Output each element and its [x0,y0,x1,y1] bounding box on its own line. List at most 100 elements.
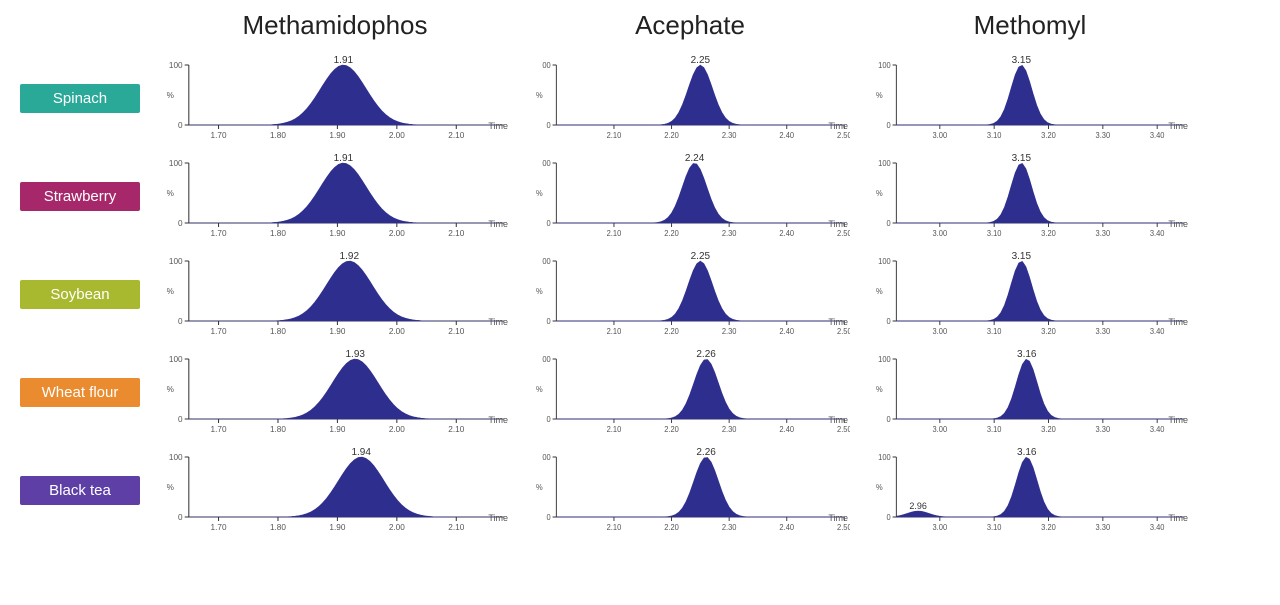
svg-text:1.80: 1.80 [270,523,287,532]
chromatogram-panel: 000%2.102.202.302.402.502.26Time [530,347,850,437]
chromatogram-panel: 0100%3.003.103.203.303.403.16Time [870,347,1190,437]
svg-text:3.00: 3.00 [933,131,948,140]
svg-text:1.70: 1.70 [211,425,228,434]
svg-text:2.40: 2.40 [779,425,794,434]
chromatogram-panel: 0100%1.701.801.902.002.101.94Time [160,445,510,535]
svg-text:00: 00 [542,257,550,266]
x-axis-title: Time [828,415,848,425]
svg-text:2.10: 2.10 [607,131,622,140]
svg-text:1.80: 1.80 [270,327,287,336]
svg-text:%: % [536,91,543,100]
svg-text:3.10: 3.10 [987,131,1002,140]
svg-text:0: 0 [178,317,183,326]
chromatogram-panel: 0100%1.701.801.902.002.101.91Time [160,151,510,241]
svg-text:3.20: 3.20 [1041,131,1056,140]
svg-text:3.10: 3.10 [987,327,1002,336]
svg-text:0: 0 [178,415,183,424]
svg-text:%: % [536,385,543,394]
svg-text:%: % [876,483,883,492]
x-axis-title: Time [828,317,848,327]
chromatogram-panel: 000%2.102.202.302.402.502.25Time [530,53,850,143]
svg-text:3.00: 3.00 [933,229,948,238]
svg-text:%: % [876,91,883,100]
chromatogram-panel: 000%2.102.202.302.402.502.24Time [530,151,850,241]
svg-text:%: % [536,287,543,296]
chromatogram-panel: 0100%1.701.801.902.002.101.93Time [160,347,510,437]
svg-text:3.00: 3.00 [933,523,948,532]
svg-text:2.30: 2.30 [722,523,737,532]
row-label: Wheat flour [20,378,140,407]
svg-text:3.30: 3.30 [1096,425,1111,434]
svg-text:%: % [167,483,174,492]
svg-text:2.00: 2.00 [389,131,406,140]
svg-text:2.30: 2.30 [722,131,737,140]
row-label: Spinach [20,84,140,113]
svg-text:0: 0 [547,317,551,326]
peak-rt-label: 2.24 [685,153,704,164]
svg-text:2.10: 2.10 [448,229,465,238]
x-axis-title: Time [1168,219,1188,229]
peak-rt-label: 1.91 [334,153,353,164]
svg-text:%: % [876,287,883,296]
svg-text:100: 100 [878,159,891,168]
svg-text:2.00: 2.00 [389,327,406,336]
x-axis-title: Time [828,513,848,523]
svg-text:2.50: 2.50 [837,523,850,532]
svg-text:3.40: 3.40 [1150,229,1165,238]
svg-text:3.20: 3.20 [1041,425,1056,434]
svg-text:2.40: 2.40 [779,523,794,532]
svg-text:%: % [876,189,883,198]
svg-text:00: 00 [542,453,550,462]
svg-text:2.10: 2.10 [607,327,622,336]
svg-text:%: % [536,483,543,492]
svg-text:100: 100 [169,453,183,462]
svg-text:100: 100 [169,61,183,70]
svg-text:2.30: 2.30 [722,327,737,336]
chromatogram-panel: 000%2.102.202.302.402.502.25Time [530,249,850,339]
peak-rt-label: 3.16 [1017,349,1036,360]
peak-rt-label: 3.15 [1012,251,1031,262]
svg-text:2.10: 2.10 [448,425,465,434]
row-label: Strawberry [20,182,140,211]
svg-text:2.30: 2.30 [722,229,737,238]
row-label: Black tea [20,476,140,505]
svg-text:%: % [167,189,174,198]
svg-text:2.50: 2.50 [837,327,850,336]
svg-text:%: % [876,385,883,394]
x-axis-title: Time [1168,415,1188,425]
peak-rt-label: 1.91 [334,55,353,66]
svg-text:0: 0 [178,219,183,228]
peak-rt-label: 1.94 [351,447,370,458]
x-axis-title: Time [488,219,508,229]
svg-text:3.30: 3.30 [1096,131,1111,140]
peak-rt-label: 2.26 [696,447,715,458]
peak-rt-label-minor: 2.96 [909,501,927,511]
chromatogram-panel: 000%2.102.202.302.402.502.26Time [530,445,850,535]
peak-rt-label: 2.25 [691,55,710,66]
svg-text:1.80: 1.80 [270,229,287,238]
svg-text:3.10: 3.10 [987,523,1002,532]
svg-text:3.30: 3.30 [1096,229,1111,238]
svg-text:1.70: 1.70 [211,327,228,336]
svg-text:100: 100 [169,159,183,168]
svg-text:0: 0 [547,121,551,130]
svg-text:%: % [167,287,174,296]
x-axis-title: Time [488,317,508,327]
svg-text:3.10: 3.10 [987,425,1002,434]
x-axis-title: Time [488,121,508,131]
svg-text:1.90: 1.90 [329,425,346,434]
column-header: Methomyl [870,10,1190,45]
svg-text:2.30: 2.30 [722,425,737,434]
column-header: Methamidophos [160,10,510,45]
svg-text:2.10: 2.10 [448,523,465,532]
x-axis-title: Time [1168,121,1188,131]
peak-rt-label: 1.92 [340,251,359,262]
svg-text:3.30: 3.30 [1096,523,1111,532]
chromatogram-panel: 0100%1.701.801.902.002.101.91Time [160,53,510,143]
column-header: Acephate [530,10,850,45]
svg-text:100: 100 [878,355,891,364]
svg-text:1.70: 1.70 [211,523,228,532]
svg-text:2.00: 2.00 [389,425,406,434]
svg-text:0: 0 [547,219,551,228]
svg-text:2.20: 2.20 [664,327,679,336]
